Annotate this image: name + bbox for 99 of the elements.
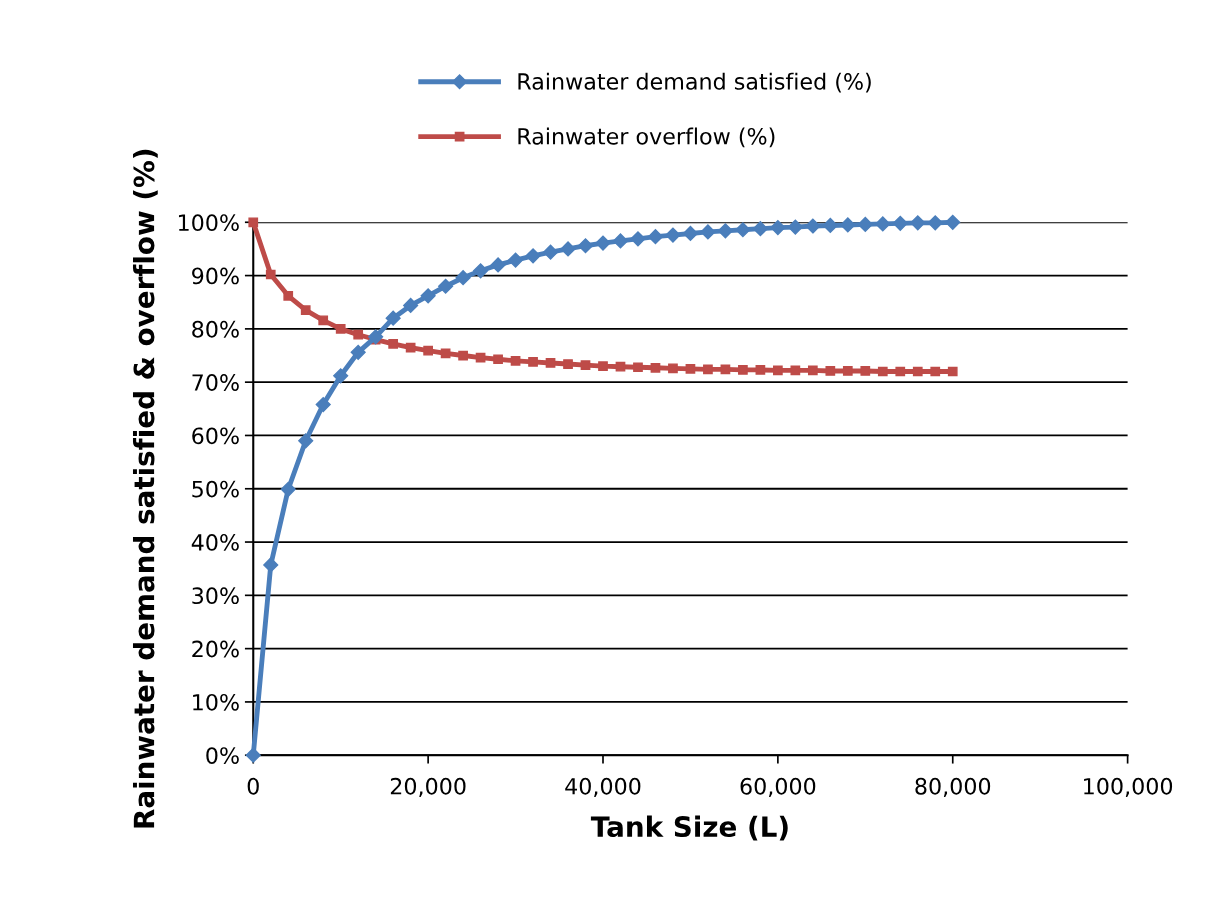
point bbox=[490, 257, 506, 273]
y-tick-label: 40% bbox=[191, 533, 239, 551]
point bbox=[298, 433, 314, 449]
point bbox=[822, 217, 838, 234]
x-tick-label: 60,000 bbox=[740, 777, 816, 797]
x-tick-label: 20,000 bbox=[390, 777, 466, 797]
point bbox=[528, 357, 538, 367]
point bbox=[475, 352, 486, 363]
point bbox=[877, 366, 888, 377]
point bbox=[735, 222, 751, 238]
point bbox=[577, 238, 594, 254]
point bbox=[615, 361, 626, 372]
point bbox=[682, 225, 699, 242]
point bbox=[455, 270, 471, 286]
y-tick-label: 80% bbox=[192, 320, 239, 338]
point bbox=[525, 248, 541, 264]
point bbox=[860, 366, 871, 376]
point bbox=[420, 288, 436, 304]
point bbox=[280, 481, 296, 497]
point bbox=[717, 223, 733, 239]
point bbox=[403, 297, 419, 313]
point bbox=[458, 350, 468, 361]
point bbox=[563, 359, 573, 369]
point bbox=[945, 214, 961, 230]
x-tick-label: 40,000 bbox=[565, 777, 641, 797]
point bbox=[685, 363, 696, 374]
legend-label: Rainwater overflow (%) bbox=[518, 127, 775, 148]
point bbox=[510, 355, 521, 366]
y-tick-label: 30% bbox=[192, 587, 239, 605]
x-tick-label: 0 bbox=[247, 777, 259, 795]
y-tick-label: 100% bbox=[178, 214, 239, 232]
point bbox=[542, 244, 559, 260]
y-axis-title: Rainwater demand satisfied & overflow (%) bbox=[132, 149, 158, 828]
point bbox=[473, 263, 489, 279]
point bbox=[388, 338, 399, 349]
point bbox=[248, 217, 259, 228]
point bbox=[630, 231, 646, 247]
point bbox=[368, 329, 384, 345]
point bbox=[423, 345, 433, 356]
point bbox=[647, 229, 664, 245]
point bbox=[892, 215, 908, 231]
point bbox=[595, 235, 611, 251]
point bbox=[927, 215, 943, 231]
point bbox=[318, 315, 329, 326]
point bbox=[787, 219, 803, 235]
point bbox=[493, 354, 503, 365]
point bbox=[930, 366, 941, 377]
y-tick-label: 50% bbox=[192, 480, 239, 498]
y-tick-label: 20% bbox=[192, 640, 239, 658]
x-tick-label: 80,000 bbox=[915, 777, 991, 797]
point bbox=[353, 329, 364, 340]
point bbox=[335, 324, 346, 334]
point bbox=[912, 366, 923, 377]
point bbox=[840, 217, 856, 233]
x-tick-label: 100,000 bbox=[1084, 777, 1173, 797]
point bbox=[385, 310, 401, 326]
point bbox=[315, 396, 331, 413]
point bbox=[560, 241, 576, 257]
point bbox=[333, 368, 349, 384]
point bbox=[580, 360, 591, 370]
point bbox=[665, 227, 681, 243]
y-tick-label: 0% bbox=[206, 747, 239, 764]
point bbox=[265, 269, 276, 280]
point bbox=[755, 365, 766, 375]
point bbox=[773, 365, 783, 376]
y-tick-label: 60% bbox=[192, 427, 239, 445]
point bbox=[545, 358, 556, 368]
point bbox=[633, 362, 643, 373]
point bbox=[857, 216, 873, 232]
point bbox=[703, 364, 713, 375]
point bbox=[947, 366, 958, 377]
point bbox=[650, 362, 661, 373]
point bbox=[283, 290, 294, 301]
point bbox=[875, 216, 891, 232]
y-tick-label: 90% bbox=[192, 267, 239, 285]
point bbox=[807, 365, 818, 376]
legend-label: Rainwater demand satisfied (%) bbox=[518, 72, 871, 93]
x-axis-title: Tank Size (L) bbox=[590, 815, 788, 841]
point bbox=[507, 252, 524, 268]
point bbox=[598, 361, 608, 372]
point bbox=[438, 278, 454, 294]
point bbox=[790, 365, 801, 376]
y-tick-label: 10% bbox=[193, 693, 239, 711]
point bbox=[770, 220, 786, 236]
point bbox=[668, 363, 678, 374]
point bbox=[612, 233, 629, 249]
point bbox=[405, 342, 416, 353]
point bbox=[350, 344, 366, 360]
point bbox=[895, 366, 906, 377]
point bbox=[738, 365, 748, 375]
point bbox=[300, 305, 311, 316]
y-tick-label: 70% bbox=[192, 374, 239, 391]
point bbox=[263, 557, 279, 573]
point bbox=[842, 366, 853, 376]
point bbox=[910, 215, 926, 231]
point bbox=[805, 218, 821, 234]
point bbox=[752, 221, 768, 237]
point bbox=[825, 366, 836, 376]
point bbox=[700, 224, 716, 240]
